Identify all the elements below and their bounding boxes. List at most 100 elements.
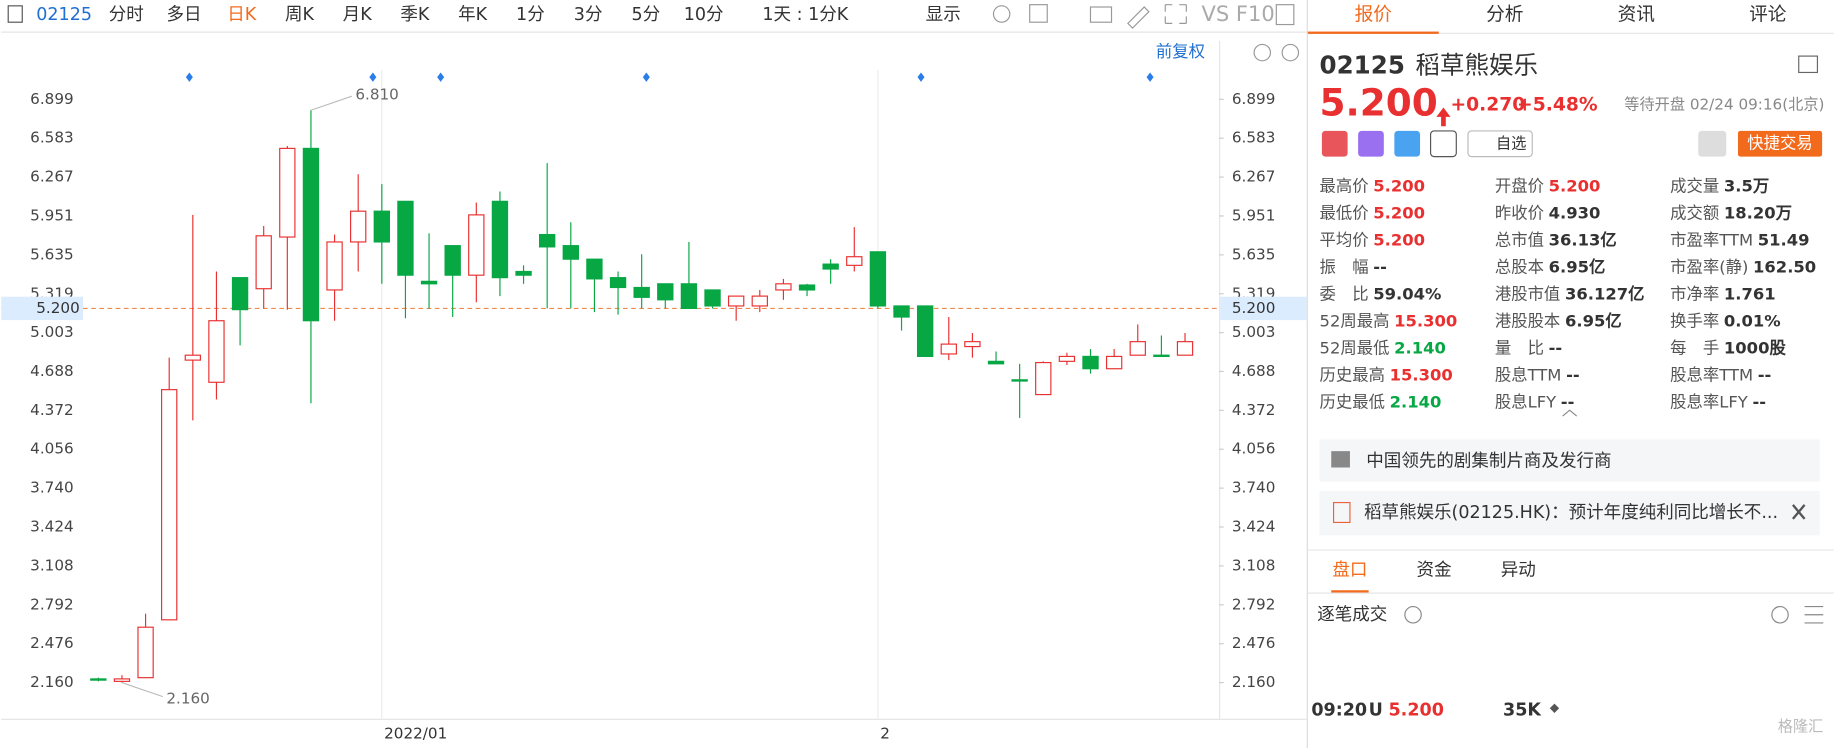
tag-icon[interactable] [1394, 130, 1421, 157]
period-tab[interactable]: 5分 [632, 5, 661, 25]
last-price-label: 5.200 [36, 299, 79, 317]
last-price-label: 5.200 [1232, 299, 1275, 317]
bottom-tab[interactable]: 盘口 [1332, 560, 1367, 580]
pen-icon[interactable] [1127, 6, 1150, 29]
fullscreen-icon[interactable] [1164, 4, 1187, 24]
stat-label: 股息率LFY [1670, 392, 1749, 411]
display-select[interactable]: 显示 [926, 5, 961, 25]
candle-body [798, 284, 816, 291]
sidebar-icon[interactable] [7, 5, 23, 23]
quote-tab[interactable]: 报价 [1355, 5, 1393, 26]
news-close[interactable] [1791, 504, 1806, 520]
stat-value: 15.300 [1390, 365, 1453, 384]
stat-label: 市盈率(静) [1670, 257, 1748, 276]
y2-tick-label: 3.740 [1232, 479, 1275, 497]
y2-tick-label: 2.160 [1232, 673, 1275, 691]
trade-label[interactable]: 快捷交易 [1747, 133, 1812, 152]
up-arrow [1436, 107, 1451, 127]
stat-label: 历史最高 [1320, 365, 1385, 384]
zoom-out-icon[interactable] [1253, 43, 1272, 62]
candle-body [727, 295, 745, 307]
camera-icon[interactable] [1089, 6, 1113, 23]
y-tick-label: 6.899 [30, 90, 73, 108]
candle-body [680, 283, 698, 310]
quote-tab[interactable]: 分析 [1486, 5, 1523, 26]
stock-code[interactable]: 02125 [36, 5, 92, 25]
profile-text: 中国领先的剧集制片商及发行商 [1366, 452, 1611, 472]
period-tab[interactable]: 1分 [516, 5, 545, 25]
candle-body [1035, 361, 1052, 396]
candle-body [113, 678, 131, 682]
period-tab[interactable]: 季K [400, 5, 430, 25]
candle-body [822, 263, 839, 270]
candle-body [657, 283, 674, 301]
quote-icons [1321, 55, 1824, 713]
news-box [1319, 490, 1820, 536]
quote-tab[interactable]: 资讯 [1618, 5, 1656, 26]
y2-tick-label: 3.424 [1232, 518, 1275, 536]
watch-label[interactable]: 自选 [1496, 134, 1526, 152]
stat-value: 3.5万 [1724, 177, 1769, 196]
candle-body [350, 210, 367, 243]
candle-body [609, 277, 627, 289]
candle-body [846, 256, 863, 266]
hk-icon[interactable] [1321, 130, 1348, 157]
period-tab[interactable]: 多日 [166, 5, 201, 25]
y2-tick-label: 4.372 [1232, 401, 1275, 419]
list-icon[interactable] [1804, 605, 1824, 624]
box-icon[interactable] [1029, 4, 1048, 23]
news-text[interactable]: 稻草熊娱乐(02125.HK)：预计年度纯利同比增长不... [1364, 503, 1778, 523]
watch-button[interactable] [1467, 130, 1533, 158]
candle-body [893, 305, 910, 318]
y2-tick-label: 6.899 [1232, 90, 1275, 108]
toolbar-icons [992, 4, 1300, 62]
stat-label: 最高价 [1320, 177, 1369, 196]
y-tick-label: 2.160 [30, 673, 73, 691]
settings-icon[interactable] [992, 5, 1011, 23]
stat-label: 总股本 [1495, 257, 1544, 276]
stat-value: -- [1752, 392, 1766, 411]
bottom-tab[interactable]: 异动 [1501, 560, 1536, 580]
period-tab[interactable]: 日K [227, 5, 257, 25]
book-icon [1331, 451, 1350, 468]
candle-body [538, 233, 556, 248]
stat-label: 量 比 [1495, 338, 1544, 357]
stat-value: 0.01% [1724, 311, 1781, 330]
y-tick-label: 3.108 [30, 556, 73, 574]
period-tab[interactable]: 年K [458, 5, 488, 25]
stat-value: 6.95亿 [1565, 311, 1622, 330]
bottom-tab[interactable]: 资金 [1417, 560, 1453, 580]
last-price-box [1220, 296, 1307, 321]
period-tab[interactable]: 3分 [574, 5, 603, 25]
vs-f10-icon[interactable]: VS F10 [1202, 1, 1275, 26]
layout-icon[interactable] [1798, 55, 1819, 74]
interval-select[interactable]: 1天 : 1分K [762, 5, 848, 25]
info-icon[interactable] [1404, 605, 1422, 624]
bell-icon[interactable] [1698, 130, 1727, 157]
y-tick-label: 4.372 [30, 401, 73, 419]
period-tab[interactable]: 10分 [684, 5, 724, 25]
stat-value: 18.20万 [1724, 203, 1792, 222]
stat-value: 51.49 [1758, 230, 1810, 249]
trade-button[interactable] [1737, 130, 1823, 157]
panel-icon[interactable] [1275, 4, 1295, 26]
x-tick-label: 2022/01 [384, 724, 447, 742]
candle-body [137, 626, 154, 679]
y-tick-label: 3.740 [30, 479, 73, 497]
period-tab[interactable]: 月K [343, 5, 373, 25]
zoom-in-icon[interactable] [1281, 43, 1300, 62]
collapse-icon[interactable] [1562, 409, 1578, 417]
quote-price: 5.200 [1320, 81, 1438, 125]
note-icon[interactable] [1429, 130, 1457, 158]
flash-icon[interactable] [1358, 130, 1384, 157]
candle-body [161, 389, 178, 621]
period-tab[interactable]: 周K [285, 5, 315, 25]
period-tab[interactable]: 分时 [109, 5, 144, 25]
more-icon[interactable] [1771, 605, 1789, 624]
max-leader [310, 95, 353, 111]
candle-body [869, 251, 887, 307]
candle-body [231, 277, 249, 311]
adjust-toggle[interactable]: 前复权 [1156, 42, 1205, 61]
stat-label: 52周最低 [1320, 338, 1390, 357]
quote-tab[interactable]: 评论 [1749, 5, 1787, 26]
